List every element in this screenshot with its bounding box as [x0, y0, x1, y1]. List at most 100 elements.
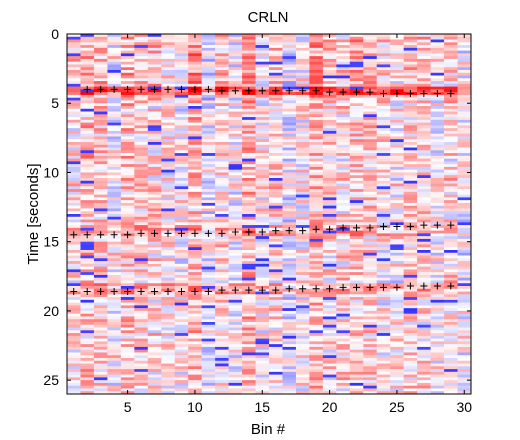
heatmap-cell — [269, 333, 283, 337]
heatmap-cell — [255, 374, 270, 378]
heatmap-cell — [215, 294, 229, 298]
heatmap-cell — [147, 299, 162, 303]
heatmap-cell — [390, 86, 404, 90]
heatmap-cell — [215, 150, 229, 154]
heatmap-cell — [376, 255, 391, 259]
heatmap-cell — [242, 169, 256, 173]
heatmap-cell — [228, 258, 243, 262]
heatmap-cell — [269, 305, 283, 309]
heatmap-cell — [120, 58, 135, 62]
heatmap-cell — [134, 316, 149, 320]
heatmap-cell — [215, 382, 229, 386]
heatmap-cell — [269, 236, 283, 240]
heatmap-cell — [215, 34, 229, 38]
heatmap-cell — [201, 189, 216, 193]
heatmap-cell — [228, 236, 243, 240]
heatmap-cell — [295, 252, 310, 256]
heatmap-cell — [161, 122, 176, 126]
heatmap-cell — [120, 349, 135, 353]
heatmap-cell — [242, 61, 256, 65]
heatmap-cell — [349, 122, 364, 126]
heatmap-cell — [134, 42, 149, 46]
heatmap-cell — [376, 153, 391, 157]
heatmap-cell — [403, 202, 418, 206]
heatmap-cell — [255, 388, 270, 392]
heatmap-cell — [444, 363, 458, 367]
heatmap-cell — [444, 61, 458, 65]
heatmap-cell — [174, 92, 189, 96]
heatmap-cell — [363, 147, 378, 151]
heatmap-cell — [363, 230, 378, 234]
heatmap-cell — [309, 200, 324, 204]
heatmap-cell — [215, 380, 229, 384]
heatmap-cell — [349, 117, 364, 121]
marker-point-series-3 — [204, 288, 212, 296]
heatmap-cell — [444, 103, 458, 107]
heatmap-cell — [309, 100, 324, 104]
heatmap-cell — [93, 189, 108, 193]
heatmap-cell — [295, 97, 310, 101]
heatmap-cell — [417, 291, 431, 295]
heatmap-cell — [161, 377, 176, 381]
heatmap-cell — [201, 78, 216, 82]
heatmap-cell — [161, 305, 176, 309]
heatmap-cell — [457, 241, 472, 245]
heatmap-cell — [322, 205, 337, 209]
heatmap-cell — [457, 106, 472, 110]
heatmap-cell — [188, 117, 202, 121]
heatmap-cell — [322, 169, 337, 173]
heatmap-cell — [376, 70, 391, 74]
heatmap-cell — [282, 369, 297, 373]
heatmap-cell — [444, 70, 458, 74]
heatmap-cell — [269, 147, 283, 151]
heatmap-cell — [188, 158, 202, 162]
heatmap-cell — [349, 261, 364, 265]
heatmap-cell — [457, 147, 472, 151]
heatmap-cell — [430, 250, 445, 254]
heatmap-cell — [349, 369, 364, 373]
heatmap-cell — [295, 58, 310, 62]
heatmap-cell — [417, 208, 431, 212]
heatmap-cell — [201, 310, 216, 314]
heatmap-cell — [336, 133, 351, 137]
heatmap-cell — [188, 178, 202, 182]
heatmap-cell — [376, 214, 391, 218]
heatmap-cell — [174, 142, 189, 146]
heatmap-cell — [295, 47, 310, 51]
heatmap-cell — [282, 200, 297, 204]
heatmap-cell — [376, 42, 391, 46]
heatmap-cell — [457, 341, 472, 345]
heatmap-cell — [228, 360, 243, 364]
heatmap-cell — [376, 308, 391, 312]
heatmap-cell — [120, 255, 135, 259]
heatmap-cell — [107, 34, 122, 38]
heatmap-cell — [403, 106, 418, 110]
heatmap-cell — [322, 274, 337, 278]
heatmap-cell — [295, 34, 310, 38]
heatmap-cell — [161, 333, 176, 337]
heatmap-cell — [107, 189, 122, 193]
heatmap-cell — [242, 335, 256, 339]
heatmap-cell — [188, 189, 202, 193]
heatmap-cell — [174, 222, 189, 226]
heatmap-cell — [93, 263, 108, 267]
heatmap-cell — [444, 47, 458, 51]
marker-point-series-1 — [379, 90, 387, 98]
heatmap-cell — [174, 186, 189, 190]
heatmap-cell — [93, 297, 108, 301]
heatmap-cell — [295, 189, 310, 193]
heatmap-cell — [215, 385, 229, 389]
heatmap-cell — [93, 313, 108, 317]
heatmap-cell — [201, 183, 216, 187]
heatmap-cell — [390, 139, 404, 143]
heatmap-cell — [174, 377, 189, 381]
heatmap-cell — [147, 56, 162, 60]
heatmap-cell — [161, 227, 176, 231]
heatmap-cell — [161, 61, 176, 65]
heatmap-cell — [120, 130, 135, 134]
heatmap-cell — [363, 202, 378, 206]
heatmap-cell — [322, 310, 337, 314]
heatmap-cell — [80, 391, 95, 395]
heatmap-cell — [134, 144, 149, 148]
heatmap-cell — [93, 147, 108, 151]
